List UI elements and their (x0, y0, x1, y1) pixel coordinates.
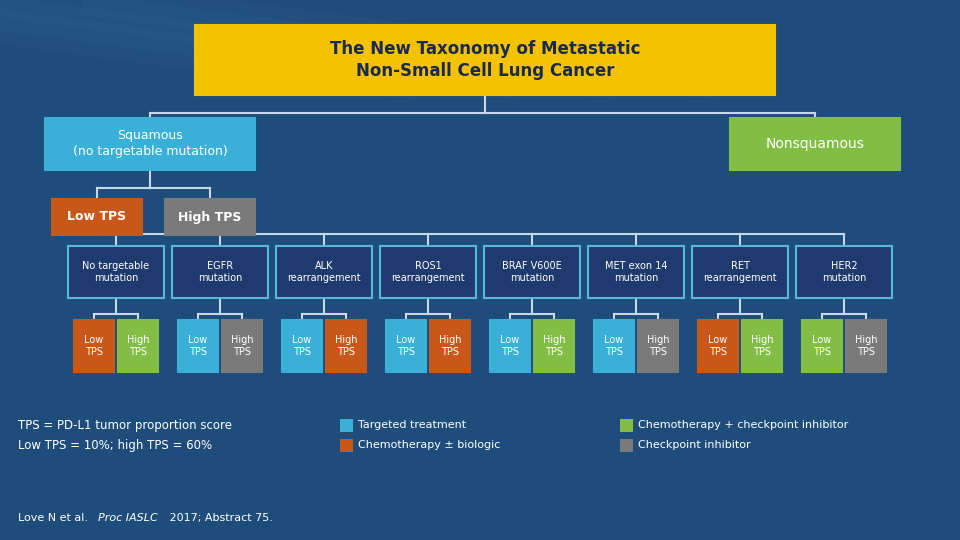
Bar (594, 320, 634, 372)
Text: High
TPS: High TPS (751, 335, 773, 357)
Bar (74, 320, 114, 372)
Bar (340, 418, 353, 431)
Bar (490, 320, 530, 372)
Text: High
TPS: High TPS (127, 335, 149, 357)
Bar (222, 320, 262, 372)
Bar (195, 25, 775, 95)
Bar (534, 320, 574, 372)
Text: EGFR
mutation: EGFR mutation (198, 261, 242, 283)
Text: High TPS: High TPS (179, 211, 242, 224)
Bar (620, 418, 633, 431)
Bar (742, 320, 782, 372)
Bar (588, 246, 684, 298)
Bar (118, 320, 158, 372)
Text: TPS = PD-L1 tumor proportion score: TPS = PD-L1 tumor proportion score (18, 418, 232, 431)
Text: High
TPS: High TPS (647, 335, 669, 357)
Bar (638, 320, 678, 372)
Text: Checkpoint inhibitor: Checkpoint inhibitor (638, 440, 751, 450)
Bar (276, 246, 372, 298)
Text: High
TPS: High TPS (230, 335, 253, 357)
Text: No targetable
mutation: No targetable mutation (83, 261, 150, 283)
Text: Chemotherapy ± biologic: Chemotherapy ± biologic (358, 440, 500, 450)
Bar (282, 320, 322, 372)
Text: Chemotherapy + checkpoint inhibitor: Chemotherapy + checkpoint inhibitor (638, 420, 849, 430)
Text: Low
TPS: Low TPS (396, 335, 416, 357)
Bar (68, 246, 164, 298)
Text: The New Taxonomy of Metastatic
Non-Small Cell Lung Cancer: The New Taxonomy of Metastatic Non-Small… (329, 40, 640, 80)
Text: Low TPS: Low TPS (67, 211, 127, 224)
Bar (52, 199, 142, 235)
Bar (430, 320, 470, 372)
Text: Squamous
(no targetable mutation): Squamous (no targetable mutation) (73, 130, 228, 159)
Text: ROS1
rearrangement: ROS1 rearrangement (391, 261, 465, 283)
Text: High
TPS: High TPS (439, 335, 461, 357)
Text: Low
TPS: Low TPS (84, 335, 104, 357)
Text: MET exon 14
mutation: MET exon 14 mutation (605, 261, 667, 283)
Bar (484, 246, 580, 298)
Text: BRAF V600E
mutation: BRAF V600E mutation (502, 261, 562, 283)
Bar (386, 320, 426, 372)
Bar (692, 246, 788, 298)
Bar (380, 246, 476, 298)
Text: Low
TPS: Low TPS (708, 335, 728, 357)
Text: Love N et al.: Love N et al. (18, 513, 91, 523)
Text: Targeted treatment: Targeted treatment (358, 420, 467, 430)
Text: HER2
mutation: HER2 mutation (822, 261, 866, 283)
Text: Low
TPS: Low TPS (605, 335, 624, 357)
Text: High
TPS: High TPS (542, 335, 565, 357)
Bar (846, 320, 886, 372)
Bar (326, 320, 366, 372)
Bar (698, 320, 738, 372)
Bar (340, 438, 353, 451)
Bar (802, 320, 842, 372)
Text: Low TPS = 10%; high TPS = 60%: Low TPS = 10%; high TPS = 60% (18, 438, 212, 451)
Bar (172, 246, 268, 298)
Text: Nonsquamous: Nonsquamous (765, 137, 864, 151)
Text: ALK
rearrangement: ALK rearrangement (287, 261, 361, 283)
Text: RET
rearrangement: RET rearrangement (703, 261, 777, 283)
Text: 2017; Abstract 75.: 2017; Abstract 75. (166, 513, 273, 523)
Text: Low
TPS: Low TPS (812, 335, 831, 357)
Text: Low
TPS: Low TPS (500, 335, 519, 357)
Bar (45, 118, 255, 170)
Text: Proc IASLC: Proc IASLC (98, 513, 157, 523)
Bar (165, 199, 255, 235)
Text: Low
TPS: Low TPS (188, 335, 207, 357)
Text: High
TPS: High TPS (335, 335, 357, 357)
Bar (796, 246, 892, 298)
Bar (620, 438, 633, 451)
Text: Low
TPS: Low TPS (293, 335, 312, 357)
Bar (178, 320, 218, 372)
Bar (730, 118, 900, 170)
Text: High
TPS: High TPS (854, 335, 877, 357)
